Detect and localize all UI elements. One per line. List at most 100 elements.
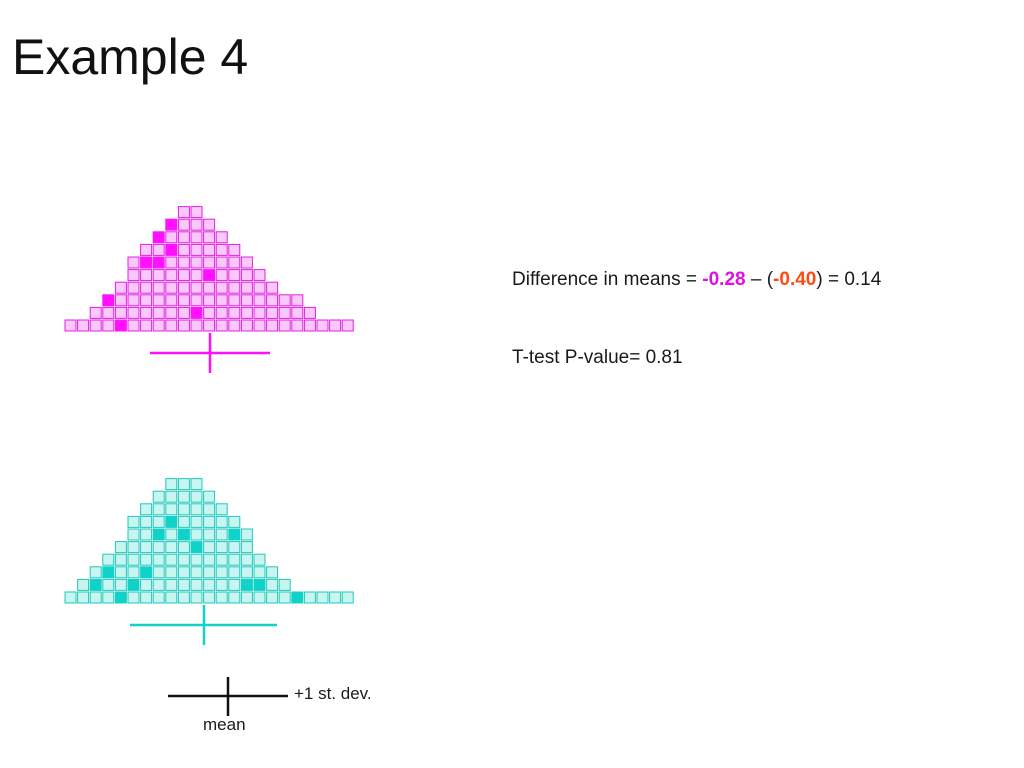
dot <box>165 553 178 566</box>
dot <box>303 319 316 332</box>
dot <box>127 256 140 269</box>
dot <box>177 256 190 269</box>
highlighted-dot <box>140 256 153 269</box>
dot <box>240 566 253 579</box>
dot <box>140 591 153 604</box>
dot <box>278 319 291 332</box>
dot <box>253 294 266 307</box>
dot <box>316 319 329 332</box>
dot <box>89 566 102 579</box>
dot <box>240 591 253 604</box>
highlighted-dot <box>291 591 304 604</box>
dot <box>177 231 190 244</box>
dot <box>165 294 178 307</box>
dot <box>253 306 266 319</box>
dot <box>190 591 203 604</box>
dot <box>102 553 115 566</box>
difference-dash: – ( <box>745 269 774 290</box>
dot <box>240 553 253 566</box>
dot <box>253 566 266 579</box>
dot <box>127 528 140 541</box>
dot <box>278 294 291 307</box>
dot <box>203 281 216 294</box>
dot <box>266 578 279 591</box>
dot <box>140 243 153 256</box>
dot <box>177 515 190 528</box>
dot <box>215 281 228 294</box>
dot <box>152 553 165 566</box>
dot <box>228 256 241 269</box>
highlighted-dot <box>102 294 115 307</box>
dot <box>190 206 203 219</box>
highlighted-dot <box>165 243 178 256</box>
dot <box>165 541 178 554</box>
dot <box>240 306 253 319</box>
dot <box>177 553 190 566</box>
dot <box>203 243 216 256</box>
dot <box>303 306 316 319</box>
dot <box>152 566 165 579</box>
dot <box>203 528 216 541</box>
dot <box>228 591 241 604</box>
dot <box>215 578 228 591</box>
dot <box>190 515 203 528</box>
dot <box>165 503 178 516</box>
dot <box>215 566 228 579</box>
dot <box>203 256 216 269</box>
dot <box>152 243 165 256</box>
dot <box>190 319 203 332</box>
group-a-mean-value: -0.28 <box>702 269 746 290</box>
highlighted-dot <box>203 269 216 282</box>
dot <box>190 578 203 591</box>
dot <box>303 591 316 604</box>
dot <box>228 243 241 256</box>
dot <box>127 269 140 282</box>
dot <box>291 306 304 319</box>
dot <box>215 503 228 516</box>
dot <box>266 306 279 319</box>
dot <box>177 541 190 554</box>
dot <box>253 269 266 282</box>
dot <box>266 281 279 294</box>
dot <box>278 306 291 319</box>
dot <box>228 281 241 294</box>
dot <box>127 294 140 307</box>
dot <box>203 503 216 516</box>
dot <box>152 490 165 503</box>
highlighted-dot <box>190 306 203 319</box>
dot <box>203 578 216 591</box>
highlighted-dot <box>127 578 140 591</box>
dot <box>177 319 190 332</box>
legend-sd-label: +1 st. dev. <box>294 684 372 703</box>
dot <box>152 515 165 528</box>
dot <box>114 566 127 579</box>
dot <box>89 319 102 332</box>
dot <box>240 528 253 541</box>
dot <box>89 306 102 319</box>
dot <box>177 281 190 294</box>
dot <box>165 231 178 244</box>
dot <box>152 269 165 282</box>
dot <box>228 553 241 566</box>
dot <box>165 306 178 319</box>
dot <box>152 578 165 591</box>
dot <box>114 294 127 307</box>
dot <box>140 528 153 541</box>
dot <box>140 553 153 566</box>
dot <box>140 319 153 332</box>
dot <box>127 319 140 332</box>
dot <box>190 478 203 491</box>
dot <box>203 218 216 231</box>
dot <box>127 281 140 294</box>
dot <box>127 306 140 319</box>
dot <box>127 515 140 528</box>
difference-result: ) = 0.14 <box>816 269 882 290</box>
dot <box>140 294 153 307</box>
dot <box>329 591 342 604</box>
dot <box>190 528 203 541</box>
dot <box>177 269 190 282</box>
dot <box>215 528 228 541</box>
dot <box>203 591 216 604</box>
dot <box>228 578 241 591</box>
dot <box>240 269 253 282</box>
